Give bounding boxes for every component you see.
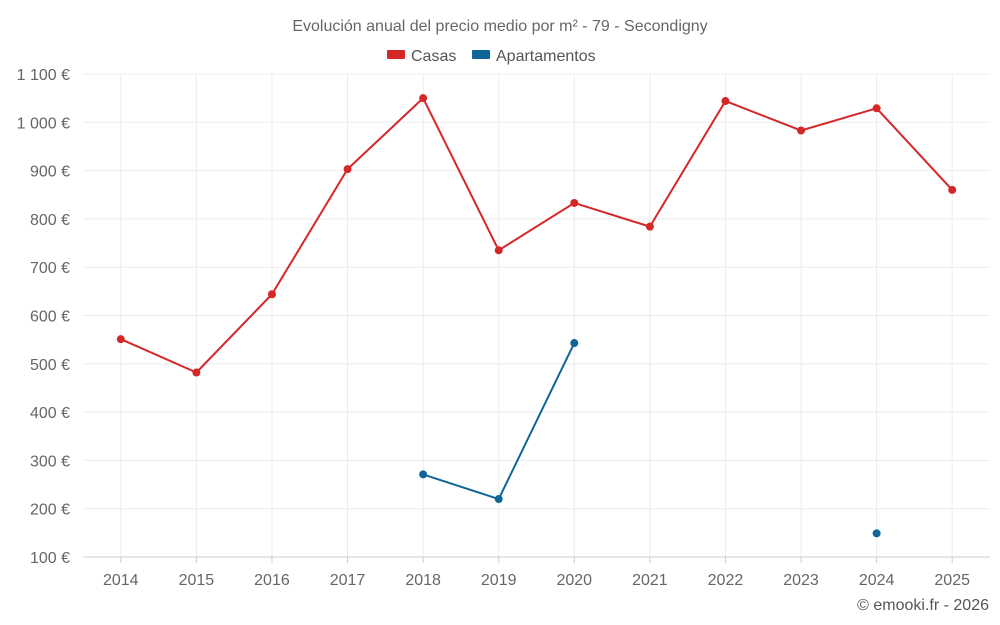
x-tick-label: 2021 [632,572,668,589]
data-point-casas-2025[interactable] [948,185,957,194]
data-point-casas-2023[interactable] [797,126,806,135]
y-tick-label: 400 € [30,405,70,422]
data-point-apartamentos-2018[interactable] [419,470,428,479]
series-apartamentos [419,339,881,538]
legend: Casas Apartamentos [387,48,596,65]
legend-label-casas: Casas [411,48,456,65]
y-tick-label: 300 € [30,453,70,470]
x-axis: 2014 2015 2016 2017 2018 2019 2020 2021 2022 2023… [83,556,990,589]
data-point-casas-2021[interactable] [645,222,654,231]
x-tick-label: 2022 [708,572,744,589]
x-tick-label: 2014 [103,572,139,589]
credit: © emooki.fr - 2026 [857,597,989,614]
data-point-casas-2020[interactable] [570,198,579,207]
series-layer [116,94,957,538]
data-point-casas-2015[interactable] [192,368,201,377]
x-tick-label: 2016 [254,572,290,589]
data-point-casas-2014[interactable] [116,335,125,344]
chart-title: Evolución anual del precio medio por m² … [292,18,707,35]
data-point-casas-2017[interactable] [343,165,352,174]
legend-item-casas[interactable]: Casas [387,48,456,65]
data-point-casas-2019[interactable] [494,246,503,255]
y-axis: 100 € 200 € 300 € 400 € 500 € 600 € 700 € 800 €… [17,67,70,567]
legend-label-apartamentos: Apartamentos [496,48,596,65]
grid [83,73,990,557]
series-line-casas [120,97,953,374]
x-tick-label: 2025 [934,572,970,589]
y-tick-label: 1 100 € [17,67,70,84]
y-tick-label: 700 € [30,260,70,277]
data-point-casas-2018[interactable] [419,94,428,103]
data-point-apartamentos-2019[interactable] [494,495,503,504]
data-point-casas-2024[interactable] [872,104,881,113]
legend-item-apartamentos[interactable]: Apartamentos [472,48,596,65]
x-tick-label: 2018 [405,572,441,589]
x-tick-label: 2019 [481,572,517,589]
x-tick-label: 2017 [330,572,366,589]
y-tick-label: 500 € [30,357,70,374]
data-point-casas-2016[interactable] [267,290,276,299]
y-tick-label: 1 000 € [17,115,70,132]
y-tick-label: 900 € [30,164,70,181]
data-point-apartamentos-2024[interactable] [872,529,881,538]
x-tick-label: 2023 [783,572,819,589]
y-tick-label: 600 € [30,309,70,326]
x-tick-label: 2015 [179,572,215,589]
y-tick-label: 100 € [30,550,70,567]
series-casas [116,94,957,377]
legend-swatch-casas [387,50,405,59]
y-tick-label: 200 € [30,502,70,519]
legend-swatch-apartamentos [472,50,490,59]
x-tick-label: 2024 [859,572,895,589]
y-tick-label: 800 € [30,212,70,229]
data-point-apartamentos-2020[interactable] [570,339,579,348]
data-point-casas-2022[interactable] [721,97,730,106]
x-tick-label: 2020 [556,572,592,589]
